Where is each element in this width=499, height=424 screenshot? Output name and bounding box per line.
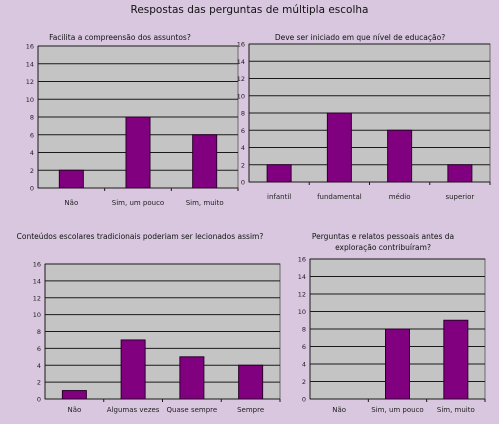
x-category-label: Quase sempre — [167, 406, 218, 414]
y-tick-label: 6 — [241, 127, 245, 135]
bar — [266, 164, 292, 183]
y-tick-label: 2 — [302, 378, 306, 386]
y-tick-label: 12 — [237, 75, 245, 83]
y-tick-label: 8 — [37, 328, 41, 336]
y-tick-label: 0 — [37, 396, 41, 404]
bar — [120, 339, 146, 400]
chart-conteudos-tradicionais: Conteúdos escolares tradicionais poderia… — [17, 232, 281, 414]
x-category-label: Sim, um pouco — [112, 199, 164, 207]
chart-title: exploração contribuíram? — [335, 243, 431, 252]
y-tick-label: 0 — [30, 185, 34, 193]
y-tick-label: 4 — [241, 144, 245, 152]
y-tick-label: 16 — [26, 43, 34, 51]
x-category-label: Sempre — [237, 406, 264, 414]
main-title: Respostas das perguntas de múltipla esco… — [130, 4, 369, 16]
y-tick-label: 0 — [241, 179, 245, 187]
x-category-label: superior — [445, 193, 474, 201]
bar — [326, 112, 352, 183]
x-category-label: Não — [332, 406, 346, 414]
y-tick-label: 12 — [33, 294, 41, 302]
y-tick-label: 6 — [30, 131, 34, 139]
x-category-label: Sim, muito — [186, 199, 224, 207]
chart-facilita-compreensao: Facilita a compreensão dos assuntos? 0 2 4 6… — [26, 33, 239, 207]
y-tick-label: 8 — [30, 114, 34, 122]
y-tick-label: 8 — [241, 110, 245, 118]
y-tick-label: 16 — [237, 41, 245, 49]
y-tick-label: 6 — [302, 343, 306, 351]
y-tick-label: 10 — [237, 92, 245, 100]
bar — [61, 390, 87, 400]
bar — [179, 356, 205, 400]
x-category-label: Não — [67, 406, 81, 414]
bar — [387, 129, 413, 183]
chart-title: Conteúdos escolares tradicionais poderia… — [17, 232, 264, 241]
y-tick-label: 4 — [37, 362, 41, 370]
bar — [443, 319, 469, 400]
x-category-label: infantil — [267, 193, 291, 201]
chart-title: Perguntas e relatos pessoais antes da — [312, 232, 454, 241]
chart-perguntas-relatos: Perguntas e relatos pessoais antes da exp… — [298, 232, 486, 414]
x-category-label: Algumas vezes — [107, 406, 160, 414]
x-category-label: médio — [389, 193, 411, 201]
y-tick-label: 12 — [298, 291, 306, 299]
y-tick-label: 16 — [298, 256, 306, 264]
y-tick-label: 14 — [298, 273, 306, 281]
bar — [385, 328, 410, 400]
y-tick-label: 10 — [26, 96, 34, 104]
x-category-label: Sim, muito — [437, 406, 475, 414]
y-tick-label: 2 — [37, 379, 41, 387]
chart-title: Facilita a compreensão dos assuntos? — [49, 33, 191, 42]
bar — [447, 164, 473, 183]
y-tick-label: 4 — [30, 149, 34, 157]
bar — [192, 134, 218, 189]
chart-title: Deve ser iniciado em que nível de educaç… — [275, 33, 445, 42]
y-tick-label: 12 — [26, 78, 34, 86]
y-tick-label: 10 — [33, 311, 41, 319]
chart-nivel-educacao: Deve ser iniciado em que nível de educaç… — [237, 33, 491, 201]
y-tick-label: 4 — [302, 361, 306, 369]
y-tick-label: 14 — [33, 277, 41, 285]
x-category-label: fundamental — [317, 193, 362, 201]
y-tick-label: 6 — [37, 345, 41, 353]
bar — [125, 116, 151, 189]
x-category-label: Não — [64, 199, 78, 207]
y-tick-label: 0 — [302, 396, 306, 404]
x-category-label: Sim, um pouco — [371, 406, 423, 414]
bar — [58, 169, 84, 189]
y-tick-label: 16 — [33, 261, 41, 269]
y-tick-label: 14 — [26, 60, 34, 68]
y-tick-label: 2 — [241, 161, 245, 169]
bar — [238, 364, 264, 400]
y-tick-label: 2 — [30, 167, 34, 175]
y-tick-label: 10 — [298, 308, 306, 316]
y-tick-label: 14 — [237, 58, 245, 66]
y-tick-label: 8 — [302, 326, 306, 334]
